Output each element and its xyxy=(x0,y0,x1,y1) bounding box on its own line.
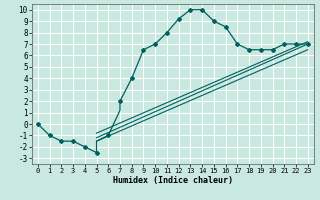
X-axis label: Humidex (Indice chaleur): Humidex (Indice chaleur) xyxy=(113,176,233,185)
